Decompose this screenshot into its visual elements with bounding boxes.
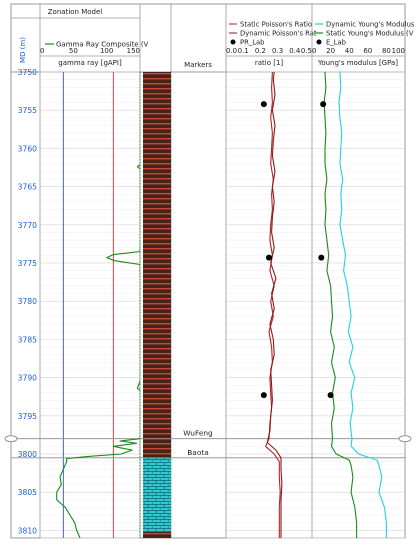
zonation-header: Zonation Model	[48, 8, 103, 16]
lab-points	[260, 101, 334, 399]
poisson-series-1	[266, 72, 283, 538]
depth-tick-3775: 3775	[18, 259, 37, 268]
markers-header: Markers	[184, 61, 212, 69]
gamma-legend-label: Gamma Ray Composite (V	[56, 41, 149, 49]
marker-label-WuFeng: WuFeng	[183, 429, 213, 438]
depth-tick-3810: 3810	[18, 526, 37, 535]
youngs-series-1	[323, 72, 358, 538]
poisson-scale-tick-0.4: 0.4	[289, 47, 301, 55]
youngs-scale-tick-80: 80	[382, 47, 391, 55]
depth-tick-3770: 3770	[18, 221, 37, 230]
poisson-static-label: Static Poisson's Ratio	[240, 21, 312, 29]
limestone-interval	[143, 457, 171, 532]
poisson-dynamic-label: Dynamic Poisson's Rat	[240, 30, 317, 38]
poisson-lab-point-0	[260, 101, 267, 108]
poisson-scale-tick-0.2: 0.2	[255, 47, 266, 55]
poisson-legend: Static Poisson's Ratio Dynamic Poisson's…	[229, 21, 317, 47]
depth-tick-3795: 3795	[18, 412, 37, 421]
poisson-scale-tick-0.1: 0.1	[238, 47, 249, 55]
chart-frame	[10, 3, 406, 539]
youngs-scale-ticks: 0 20 40 60 80 100	[312, 47, 405, 55]
poisson-scale-ticks: 0.0 0.1 0.2 0.3 0.4 0.5	[226, 47, 312, 55]
e-lab-legend-dot	[316, 39, 322, 45]
depth-axis-label: MD (m)	[19, 37, 27, 63]
poisson-series-0	[265, 72, 281, 538]
youngs-scale-tick-20: 20	[326, 47, 335, 55]
poisson-lab-point-1	[266, 254, 272, 261]
youngs-legend: Dynamic Young's Modulus Static Young's M…	[315, 21, 415, 47]
youngs-lab-point-2	[327, 392, 334, 399]
marker-label-Baota: Baota	[187, 448, 209, 457]
depth-gridlines	[40, 71, 405, 539]
poisson-lab-point-2	[260, 392, 267, 399]
depth-tick-3785: 3785	[18, 335, 37, 344]
depth-tick-3755: 3755	[18, 106, 37, 115]
gamma-unit-label: gamma ray [gAPI]	[58, 59, 122, 67]
youngs-unit-label: Young's modulus [GPa]	[317, 59, 398, 67]
youngs-lab-point-0	[320, 101, 327, 108]
youngs-series-0	[338, 72, 387, 538]
pr-lab-legend-label: PR_Lab	[240, 39, 265, 47]
gamma-scale-tick-100: 100	[100, 47, 113, 55]
shale-interval	[143, 72, 171, 458]
youngs-scale-tick-40: 40	[345, 47, 354, 55]
depth-tick-3780: 3780	[18, 297, 37, 306]
lithology-track	[143, 72, 171, 538]
formation-markers: WuFeng Baota	[4, 429, 412, 459]
poisson-unit-label: ratio [1]	[255, 59, 284, 67]
gamma-legend: Gamma Ray Composite (V	[45, 41, 149, 49]
depth-tick-3760: 3760	[18, 144, 37, 153]
youngs-scale-tick-60: 60	[363, 47, 372, 55]
marker-handle-WuFeng	[4, 435, 18, 443]
gamma-series-0	[56, 163, 140, 538]
youngs-scale-tick-100: 100	[392, 47, 405, 55]
e-lab-legend-label: E_Lab	[326, 39, 346, 47]
gamma-cutoff-lines	[62, 72, 141, 538]
depth-tick-labels: 3750 3755 3760 3765 3770 3775 3780 3785 3790 3795…	[18, 68, 37, 535]
pr-lab-legend-dot	[230, 39, 236, 45]
youngs-lab-point-1	[318, 254, 325, 261]
depth-tick-3765: 3765	[18, 183, 37, 192]
depth-tick-3805: 3805	[18, 488, 37, 497]
header-area: Zonation Model Gamma Ray Composite (V ga…	[11, 8, 415, 73]
depth-tick-3790: 3790	[18, 374, 37, 383]
gamma-scale-tick-150: 150	[127, 47, 140, 55]
youngs-static-label: Static Young's Modulus (V	[326, 30, 414, 38]
poisson-scale-tick-0.3: 0.3	[272, 47, 283, 55]
poisson-scale-tick-0.5: 0.5	[301, 47, 312, 55]
youngs-dynamic-label: Dynamic Young's Modulus	[326, 21, 415, 29]
marker-handle-right-WuFeng	[398, 435, 412, 443]
youngs-scale-tick-0: 0	[312, 47, 316, 55]
depth-tick-3750: 3750	[18, 68, 37, 77]
gamma-scale-ticks: 0 50 100 150	[40, 47, 140, 55]
base-shale-interval	[143, 532, 171, 538]
depth-tick-3800: 3800	[18, 450, 37, 459]
log-curves	[56, 72, 387, 538]
gamma-scale-tick-0: 0	[40, 47, 44, 55]
gamma-scale-tick-50: 50	[69, 47, 78, 55]
poisson-scale-tick-0.0: 0.0	[226, 47, 237, 55]
